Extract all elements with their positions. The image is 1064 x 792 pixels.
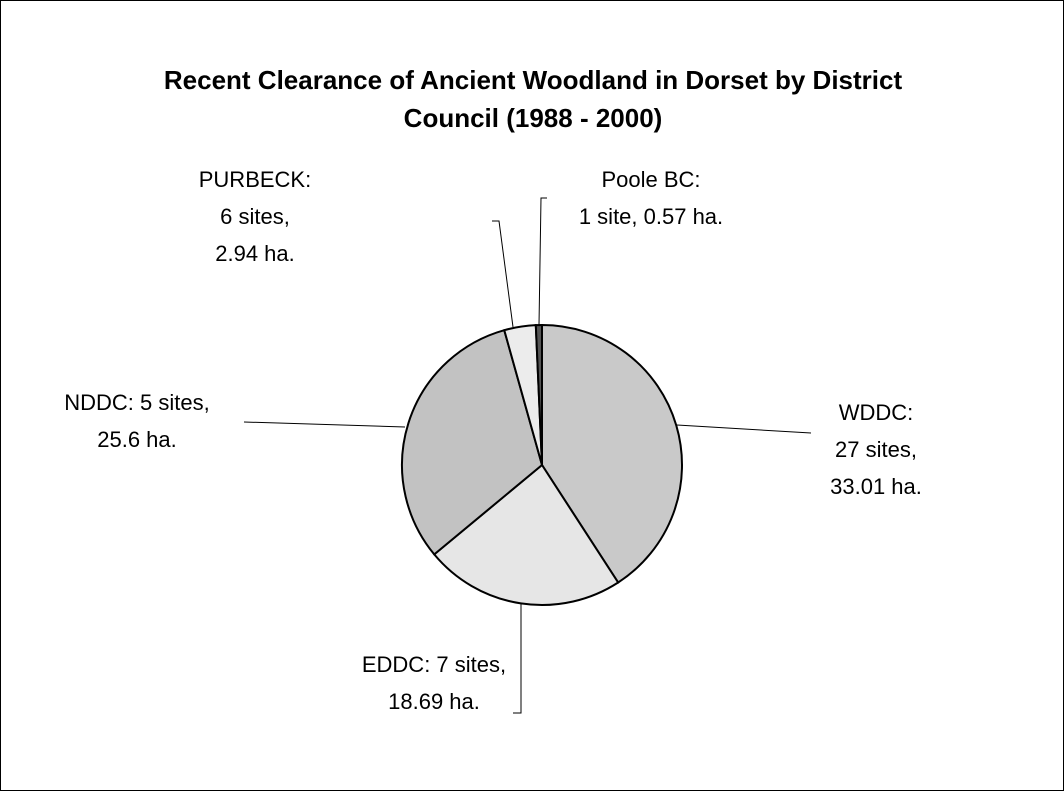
data-label: 27 sites,: [835, 437, 917, 462]
leader-line: [513, 603, 522, 714]
data-label: 18.69 ha.: [388, 689, 480, 714]
leader-line: [538, 197, 547, 326]
data-label: Poole BC:: [601, 167, 700, 192]
data-label: 6 sites,: [220, 204, 290, 229]
data-label: 25.6 ha.: [97, 427, 177, 452]
pie-slice: [534, 323, 543, 466]
leader-line: [676, 424, 812, 434]
pie-slice: [401, 328, 544, 556]
data-label: 2.94 ha.: [215, 241, 295, 266]
data-label: NDDC: 5 sites,: [64, 390, 209, 415]
data-label: PURBECK:: [199, 167, 311, 192]
leader-line: [492, 220, 514, 328]
chart-title: Recent Clearance of Ancient Woodland in …: [163, 65, 903, 133]
data-label: WDDC:: [839, 400, 914, 425]
leader-line: [243, 421, 406, 428]
data-label: 33.01 ha.: [830, 474, 922, 499]
data-label: EDDC: 7 sites,: [362, 652, 506, 677]
data-label: 1 site, 0.57 ha.: [579, 204, 723, 229]
